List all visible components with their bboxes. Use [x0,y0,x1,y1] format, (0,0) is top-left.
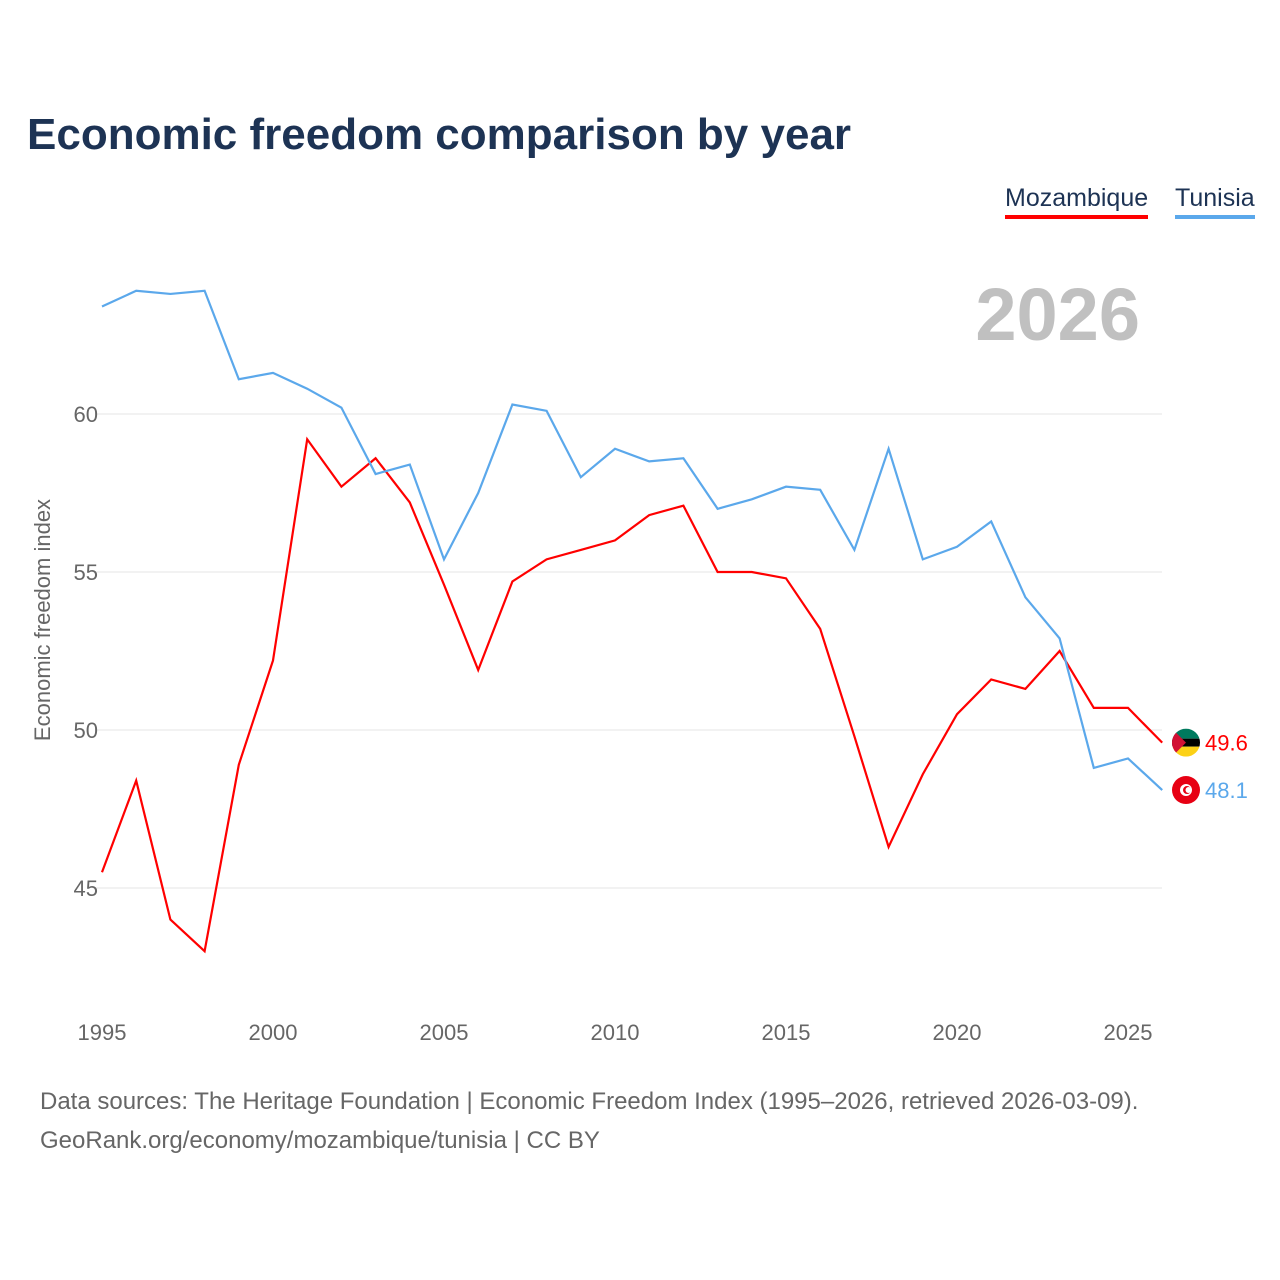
current-year-watermark: 2026 [975,273,1140,356]
mozambique-flag-icon [1172,728,1200,757]
footer-link[interactable]: GeoRank.org/economy/mozambique/tunisia |… [40,1127,600,1154]
x-tick-label: 2000 [249,1020,298,1045]
series-line-tunisia[interactable] [101,289,1163,791]
tunisia-flag-icon [1172,776,1200,805]
x-tick-label: 2020 [933,1020,982,1045]
x-tick-label: 2005 [420,1020,469,1045]
x-tick-label: 1995 [78,1020,127,1045]
line-chart: 2026 Economic freedom index 45 50 55 60 1995… [30,273,1248,1045]
legend-tunisia[interactable]: Tunisia [1175,184,1255,219]
y-tick-label: 55 [74,560,98,585]
x-tick-label: 2025 [1104,1020,1153,1045]
y-axis-label: Economic freedom index [30,499,55,741]
footer-sources: Data sources: The Heritage Foundation | … [40,1088,1139,1115]
end-value-mozambique: 49.6 [1205,731,1248,756]
series-line-mozambique[interactable] [100,436,1163,954]
end-value-tunisia: 48.1 [1205,778,1248,803]
x-tick-label: 2010 [591,1020,640,1045]
y-tick-label: 60 [74,402,98,427]
x-tick-label: 2015 [762,1020,811,1045]
legend-mozambique[interactable]: Mozambique [1005,184,1149,219]
y-tick-label: 50 [74,718,98,743]
y-tick-label: 45 [74,876,98,901]
chart-title: Economic freedom comparison by year [27,110,852,159]
